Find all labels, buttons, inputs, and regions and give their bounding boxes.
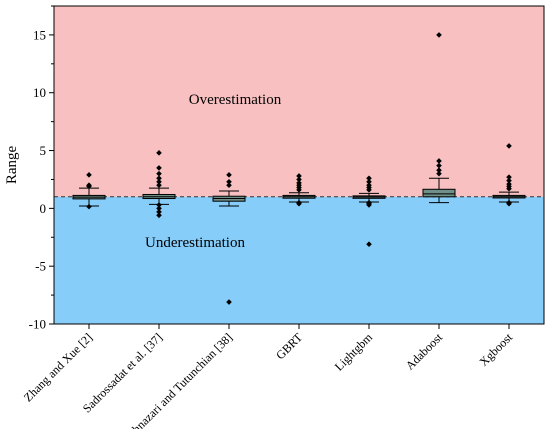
x-tick-label: GBRT xyxy=(273,330,305,362)
x-tick-label: Lightgbm xyxy=(332,330,376,374)
outlier-point xyxy=(156,182,162,189)
y-tick-label: -10 xyxy=(29,317,46,332)
box-6 xyxy=(492,143,526,207)
outlier-point xyxy=(506,177,512,184)
outlier-point xyxy=(366,241,372,248)
outlier-point xyxy=(506,185,512,192)
x-tick-label: Xgboost xyxy=(476,330,515,369)
outlier-point xyxy=(296,176,302,183)
box-0 xyxy=(72,172,106,210)
y-tick-label: 0 xyxy=(40,201,47,216)
x-tick-label: Zhang and Xue [2] xyxy=(21,330,95,404)
outlier-point xyxy=(156,165,162,171)
y-tick-label: 15 xyxy=(33,27,46,42)
outlier-point xyxy=(436,158,442,164)
outlier-point xyxy=(366,187,372,193)
x-tick-label: Shahnazari and Tutunchian [38] xyxy=(117,330,236,429)
box-iqr xyxy=(422,188,456,198)
outlier-point xyxy=(506,200,512,207)
outlier-point xyxy=(86,203,92,210)
outlier-point xyxy=(156,202,162,208)
outlier-point xyxy=(296,200,302,207)
y-tick-label: 10 xyxy=(33,85,46,100)
box-4 xyxy=(352,175,386,248)
y-tick-label: 5 xyxy=(40,143,47,158)
outlier-point xyxy=(226,172,232,178)
outlier-point xyxy=(366,202,372,208)
outlier-point xyxy=(226,178,232,185)
outlier-point xyxy=(156,205,162,212)
outlier-point xyxy=(156,212,162,219)
outlier-point xyxy=(436,162,442,169)
outlier-point xyxy=(156,178,162,185)
under-region-label: Underestimation xyxy=(145,235,245,251)
x-axis: Zhang and Xue [2]Sadrossadat et al. [37]… xyxy=(21,324,516,429)
y-axis-label: Range xyxy=(4,146,20,185)
outlier-point xyxy=(156,170,162,177)
over-region-label: Overestimation xyxy=(189,92,282,108)
box-5 xyxy=(422,32,456,204)
y-axis: -10 -5 0 5 10 15 xyxy=(29,5,54,332)
outlier-point xyxy=(506,143,512,149)
x-tick-label: Adaboost xyxy=(403,330,446,373)
outlier-point xyxy=(366,178,372,185)
outlier-point xyxy=(296,173,302,179)
outlier-point xyxy=(436,167,442,174)
outlier-point xyxy=(226,299,232,305)
outlier-point xyxy=(156,175,162,182)
outlier-point xyxy=(86,172,92,178)
y-tick-label: -5 xyxy=(35,259,46,274)
outlier-point xyxy=(86,183,92,190)
outlier-point xyxy=(506,174,512,180)
box-2 xyxy=(212,172,246,305)
outlier-point xyxy=(156,150,162,156)
outlier-point xyxy=(436,32,442,38)
outlier-point xyxy=(226,182,232,189)
under-region xyxy=(54,196,544,324)
box-1 xyxy=(142,150,176,219)
box-3 xyxy=(282,173,316,207)
outlier-point xyxy=(156,209,162,215)
outlier-point xyxy=(436,170,442,177)
outlier-point xyxy=(366,175,372,182)
outlier-point xyxy=(296,187,302,193)
boxes-layer xyxy=(72,32,526,305)
over-region xyxy=(54,6,544,197)
